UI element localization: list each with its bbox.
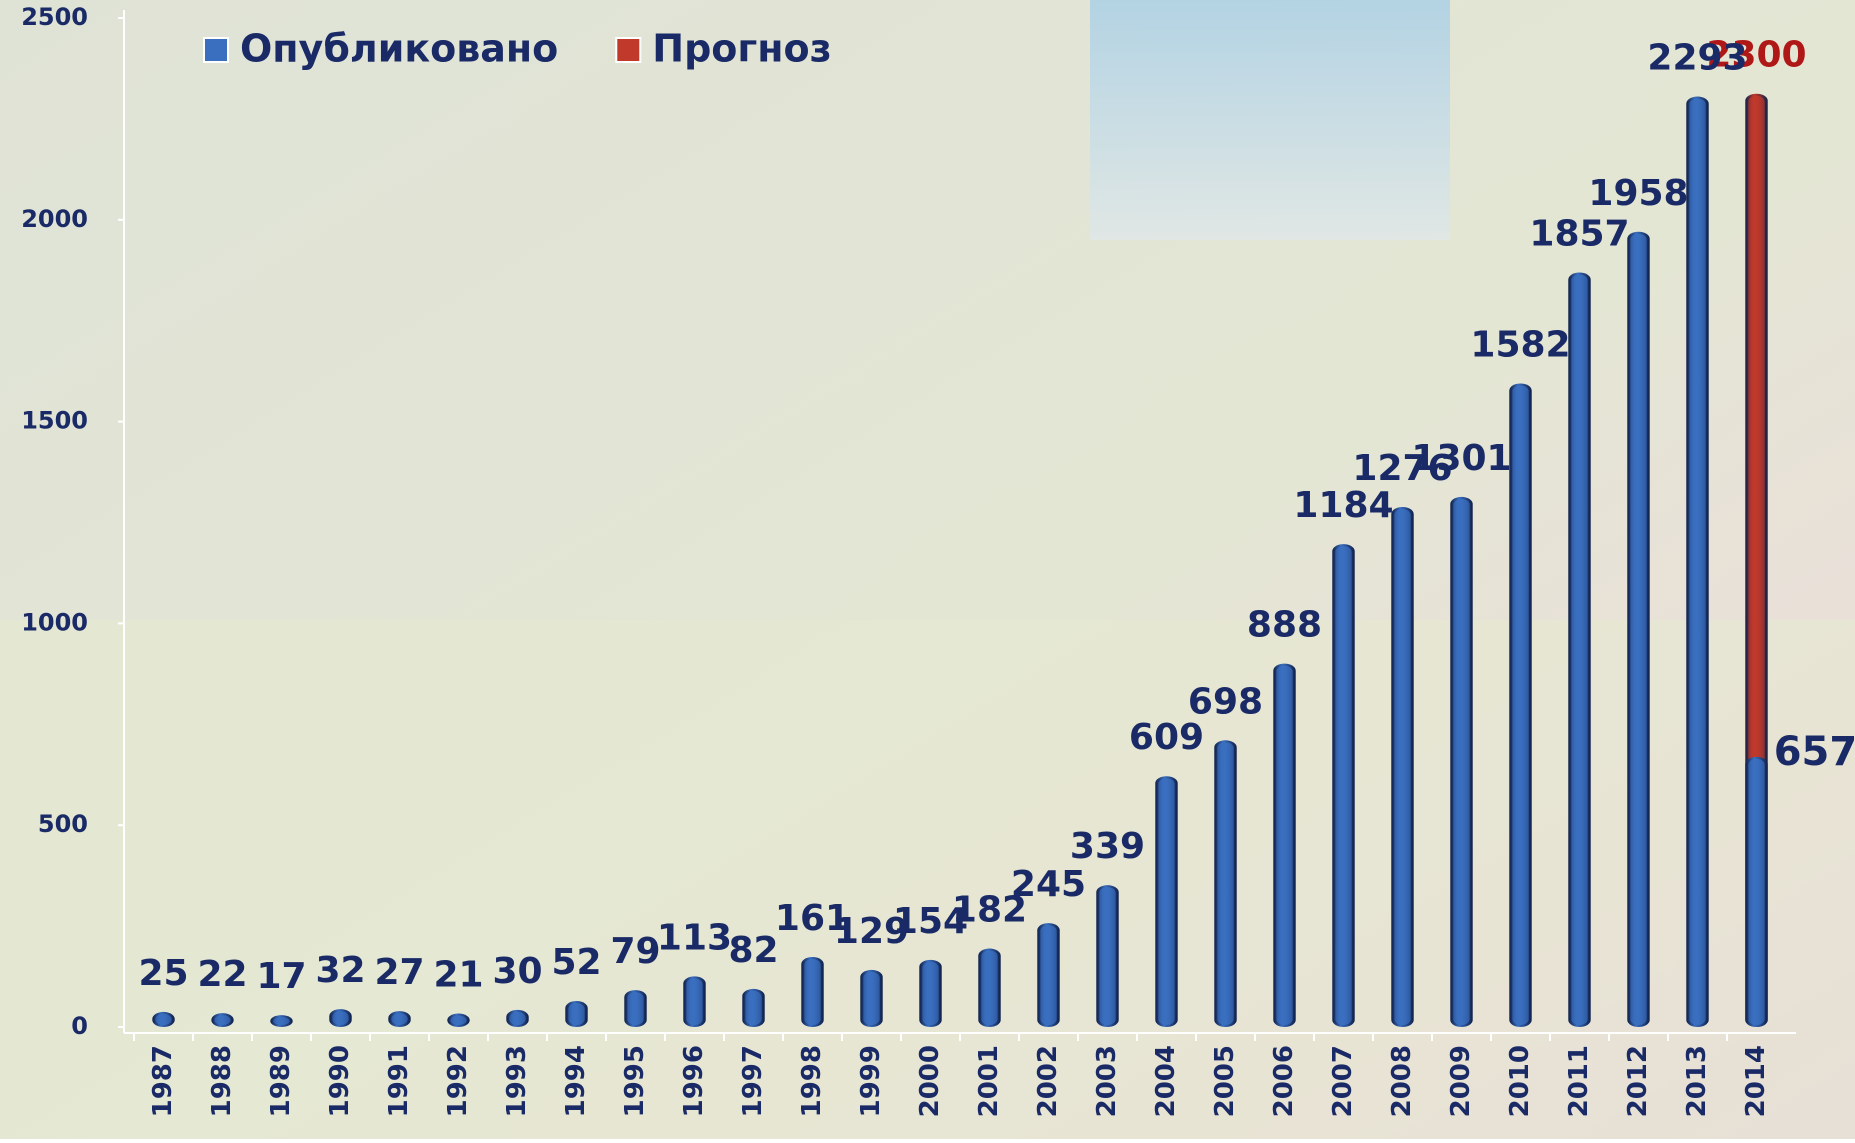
x-tick-label: 2006: [1269, 1045, 1299, 1117]
x-tick-label: 1999: [856, 1045, 886, 1117]
bar-shine: [863, 972, 879, 1025]
bar-shine: [1689, 99, 1705, 1025]
value-label: 1184: [1293, 485, 1393, 526]
legend-label: Опубликовано: [240, 27, 558, 71]
legend-swatch: [204, 38, 228, 62]
value-label: 21: [433, 955, 483, 996]
value-label: 2293: [1647, 38, 1747, 79]
y-tick-label: 500: [38, 810, 88, 838]
value-label: 888: [1247, 605, 1322, 646]
x-tick-label: 2009: [1446, 1045, 1476, 1117]
x-tick-label: 1994: [561, 1045, 591, 1117]
x-tick-label: 2008: [1387, 1045, 1417, 1117]
value-label: 30: [492, 951, 542, 992]
value-label: 1857: [1529, 214, 1629, 255]
value-label: 27: [374, 952, 424, 993]
bar-shine: [1571, 275, 1587, 1025]
bar-shine: [804, 959, 820, 1025]
x-tick-label: 1998: [797, 1045, 827, 1117]
x-tick-label: 1990: [325, 1045, 355, 1117]
value-label: 32: [315, 950, 365, 991]
x-tick-label: 1992: [443, 1045, 473, 1117]
value-label: 22: [197, 954, 247, 995]
bar-shine: [1099, 887, 1115, 1025]
bar-shine: [686, 978, 702, 1025]
page: 0 500 1000 1500 2000 2500 1987 1988 1989 1990 1991…: [0, 0, 1855, 1143]
y-tick-label: 0: [71, 1012, 88, 1040]
bar-shine: [273, 1017, 289, 1025]
bar-shine: [1217, 742, 1233, 1025]
value-label: 25: [138, 953, 188, 994]
x-tick-label: 2012: [1623, 1045, 1653, 1117]
x-tick-label: 1995: [620, 1045, 650, 1117]
bar-shine: [1630, 234, 1646, 1025]
x-tick-label: 2010: [1505, 1045, 1535, 1117]
y-tick-label: 1500: [21, 407, 88, 435]
value-label: 657: [1774, 729, 1855, 775]
bar-shine: [1335, 546, 1351, 1025]
value-label: 1582: [1470, 325, 1570, 366]
bar-shine: [981, 951, 997, 1025]
y-tick-label: 2500: [21, 3, 88, 31]
x-tick-label: 2014: [1741, 1045, 1771, 1117]
value-label: 113: [657, 917, 732, 958]
bar-shine: [1748, 759, 1764, 1025]
x-tick-label: 2005: [1210, 1045, 1240, 1117]
x-tick-label: 1996: [679, 1045, 709, 1117]
bar-shine: [1453, 499, 1469, 1025]
bar-shine: [745, 991, 761, 1025]
value-label: 1958: [1588, 173, 1688, 214]
value-label: 245: [1011, 864, 1086, 905]
x-tick-label: 1997: [738, 1045, 768, 1117]
x-tick-label: 2001: [974, 1045, 1004, 1117]
bar-shine: [568, 1003, 584, 1025]
x-tick-label: 2013: [1682, 1045, 1712, 1117]
bar-shine: [1276, 666, 1292, 1025]
x-tick-label: 1989: [266, 1045, 296, 1117]
bar-shine: [1512, 386, 1528, 1025]
bar-shine: [391, 1013, 407, 1025]
x-tick-label: 2007: [1328, 1045, 1358, 1117]
bar-shine: [332, 1011, 348, 1025]
bar-shine: [214, 1015, 230, 1025]
bar-shine: [1394, 509, 1410, 1025]
bar-shine: [509, 1012, 525, 1025]
legend-swatch: [616, 38, 640, 62]
x-tick-label: 2002: [1033, 1045, 1063, 1117]
legend-label: Прогноз: [652, 27, 831, 71]
value-label: 17: [256, 956, 306, 997]
y-tick-label: 1000: [21, 608, 88, 636]
value-label: 609: [1129, 717, 1204, 758]
value-label: 698: [1188, 681, 1263, 722]
x-tick-label: 2003: [1092, 1045, 1122, 1117]
value-label: 1301: [1411, 438, 1511, 479]
bar-shine: [627, 992, 643, 1025]
value-label: 82: [728, 930, 778, 971]
background-sky: [1090, 0, 1450, 240]
bar-shine: [1158, 778, 1174, 1025]
value-label: 79: [610, 931, 660, 972]
value-label: 52: [551, 942, 601, 983]
x-tick-label: 1993: [502, 1045, 532, 1117]
bar-shine: [922, 962, 938, 1025]
chart: 0 500 1000 1500 2000 2500 1987 1988 1989 1990 1991…: [0, 0, 1855, 1139]
bar-shine: [450, 1016, 466, 1025]
x-tick-label: 2000: [915, 1045, 945, 1117]
x-tick-label: 1987: [148, 1045, 178, 1117]
bar-shine: [155, 1014, 171, 1025]
y-tick-label: 2000: [21, 205, 88, 233]
x-tick-label: 1988: [207, 1045, 237, 1117]
x-tick-label: 1991: [384, 1045, 414, 1117]
bar-shine: [1040, 925, 1056, 1025]
value-label: 339: [1070, 826, 1145, 867]
x-tick-label: 2004: [1151, 1045, 1181, 1117]
x-tick-label: 2011: [1564, 1045, 1594, 1117]
